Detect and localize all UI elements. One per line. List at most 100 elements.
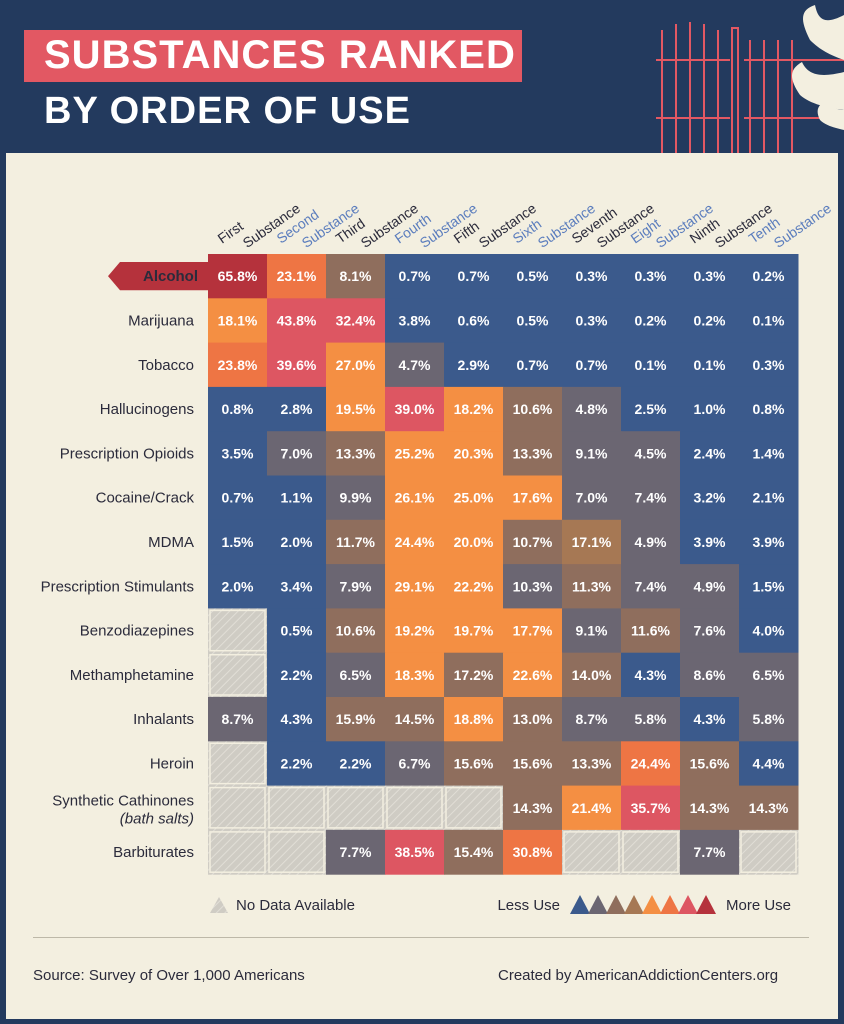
no-data-cell	[621, 829, 681, 875]
footer-divider	[33, 937, 809, 938]
cell-value: 4.0%	[753, 623, 785, 639]
highlight-label-tag	[108, 262, 208, 291]
cell-value: 15.6%	[513, 755, 553, 771]
cell-value: 2.2%	[281, 667, 313, 683]
cell-value: 2.9%	[458, 357, 490, 373]
cell-value: 2.2%	[281, 755, 313, 771]
cell-value: 0.1%	[694, 357, 726, 373]
heatmap-cell	[385, 475, 445, 521]
cell-value: 17.6%	[513, 490, 553, 506]
heatmap-cell	[444, 386, 504, 432]
cell-value: 2.1%	[753, 490, 785, 506]
cell-value: 7.0%	[576, 490, 608, 506]
row-label: Prescription Opioids	[60, 445, 194, 462]
cell-value: 18.2%	[454, 401, 494, 417]
heatmap-cell	[621, 785, 681, 831]
cell-value: 35.7%	[631, 800, 671, 816]
cell-value: 0.5%	[517, 268, 549, 284]
cell-value: 18.1%	[218, 312, 258, 328]
no-data-cell-border	[209, 653, 266, 696]
heatmap-cell	[444, 519, 504, 565]
cell-value: 30.8%	[513, 844, 553, 860]
heatmap-cell	[739, 342, 799, 388]
cell-value: 0.7%	[222, 490, 254, 506]
credit-note: Created by AmericanAddictionCenters.org	[498, 967, 779, 984]
heatmap-cell	[739, 519, 799, 565]
cell-value: 2.0%	[281, 534, 313, 550]
cell-value: 4.7%	[399, 357, 431, 373]
source-note: Source: Survey of Over 1,000 Americans	[33, 967, 305, 984]
heatmap-cell	[621, 298, 681, 344]
cell-value: 4.9%	[694, 578, 726, 594]
no-data-cell	[326, 785, 386, 831]
heatmap-cell	[208, 519, 268, 565]
cell-value: 0.3%	[753, 357, 785, 373]
cell-value: 39.0%	[395, 401, 435, 417]
heatmap-cell	[739, 652, 799, 698]
cell-value: 43.8%	[277, 312, 317, 328]
row-label: Synthetic Cathinones	[52, 793, 194, 810]
legend-scale-triangle	[660, 895, 680, 914]
cell-value: 3.4%	[281, 578, 313, 594]
heatmap-cell	[326, 564, 386, 609]
no-data-cell-border	[209, 609, 266, 652]
cell-value: 32.4%	[336, 312, 376, 328]
cell-value: 18.3%	[395, 667, 435, 683]
cell-value: 1.0%	[694, 401, 726, 417]
heatmap-cell	[385, 829, 445, 875]
heatmap-cell	[385, 652, 445, 698]
no-data-cell-border	[268, 786, 325, 829]
cell-value: 22.6%	[513, 667, 553, 683]
heatmap-cell	[208, 298, 268, 344]
cell-value: 11.7%	[336, 534, 375, 550]
cell-value: 26.1%	[395, 490, 435, 506]
heatmap-cell	[267, 608, 327, 654]
heatmap-cell	[208, 386, 268, 432]
heatmap-cell	[680, 342, 740, 388]
cell-value: 6.5%	[340, 667, 372, 683]
heatmap-cell	[503, 431, 563, 476]
no-data-cell	[385, 785, 445, 831]
heatmap-cell	[503, 519, 563, 565]
heatmap-cell	[503, 475, 563, 521]
cell-value: 19.5%	[336, 401, 376, 417]
no-data-cell	[208, 829, 268, 875]
heatmap-cell	[267, 298, 327, 344]
cell-value: 65.8%	[218, 268, 258, 284]
cell-value: 4.3%	[635, 667, 667, 683]
cell-value: 1.4%	[753, 445, 785, 461]
no-data-cell	[208, 741, 268, 787]
cell-value: 19.7%	[454, 623, 494, 639]
cell-value: 1.1%	[281, 490, 313, 506]
heatmap-cell	[444, 342, 504, 388]
heatmap-cell	[208, 342, 268, 388]
cell-value: 0.2%	[753, 268, 785, 284]
cell-value: 17.1%	[572, 534, 612, 550]
cell-value: 0.6%	[458, 312, 490, 328]
no-data-cell-border	[563, 831, 620, 873]
cell-value: 7.7%	[694, 844, 726, 860]
heatmap-cell	[680, 785, 740, 831]
heatmap-cell	[267, 564, 327, 609]
legend-scale-triangle	[642, 895, 662, 914]
heatmap-cell	[503, 386, 563, 432]
cell-value: 14.0%	[572, 667, 612, 683]
cell-value: 38.5%	[395, 844, 435, 860]
page-subtitle: BY ORDER OF USE	[44, 90, 411, 132]
row-label: Alcohol	[143, 268, 198, 285]
heatmap-cell	[444, 741, 504, 787]
heatmap-cell	[444, 829, 504, 875]
cell-value: 0.5%	[281, 623, 313, 639]
heatmap-cell	[680, 564, 740, 609]
heatmap-cell	[444, 475, 504, 521]
heatmap-cell	[739, 431, 799, 476]
heatmap-cell	[739, 254, 799, 299]
heatmap-cell	[385, 298, 445, 344]
heatmap-cell	[621, 254, 681, 299]
cell-value: 14.3%	[690, 800, 730, 816]
row-label: Hallucinogens	[100, 401, 194, 418]
heatmap-cell	[680, 519, 740, 565]
cell-value: 15.6%	[690, 755, 730, 771]
cell-value: 14.5%	[395, 711, 435, 727]
